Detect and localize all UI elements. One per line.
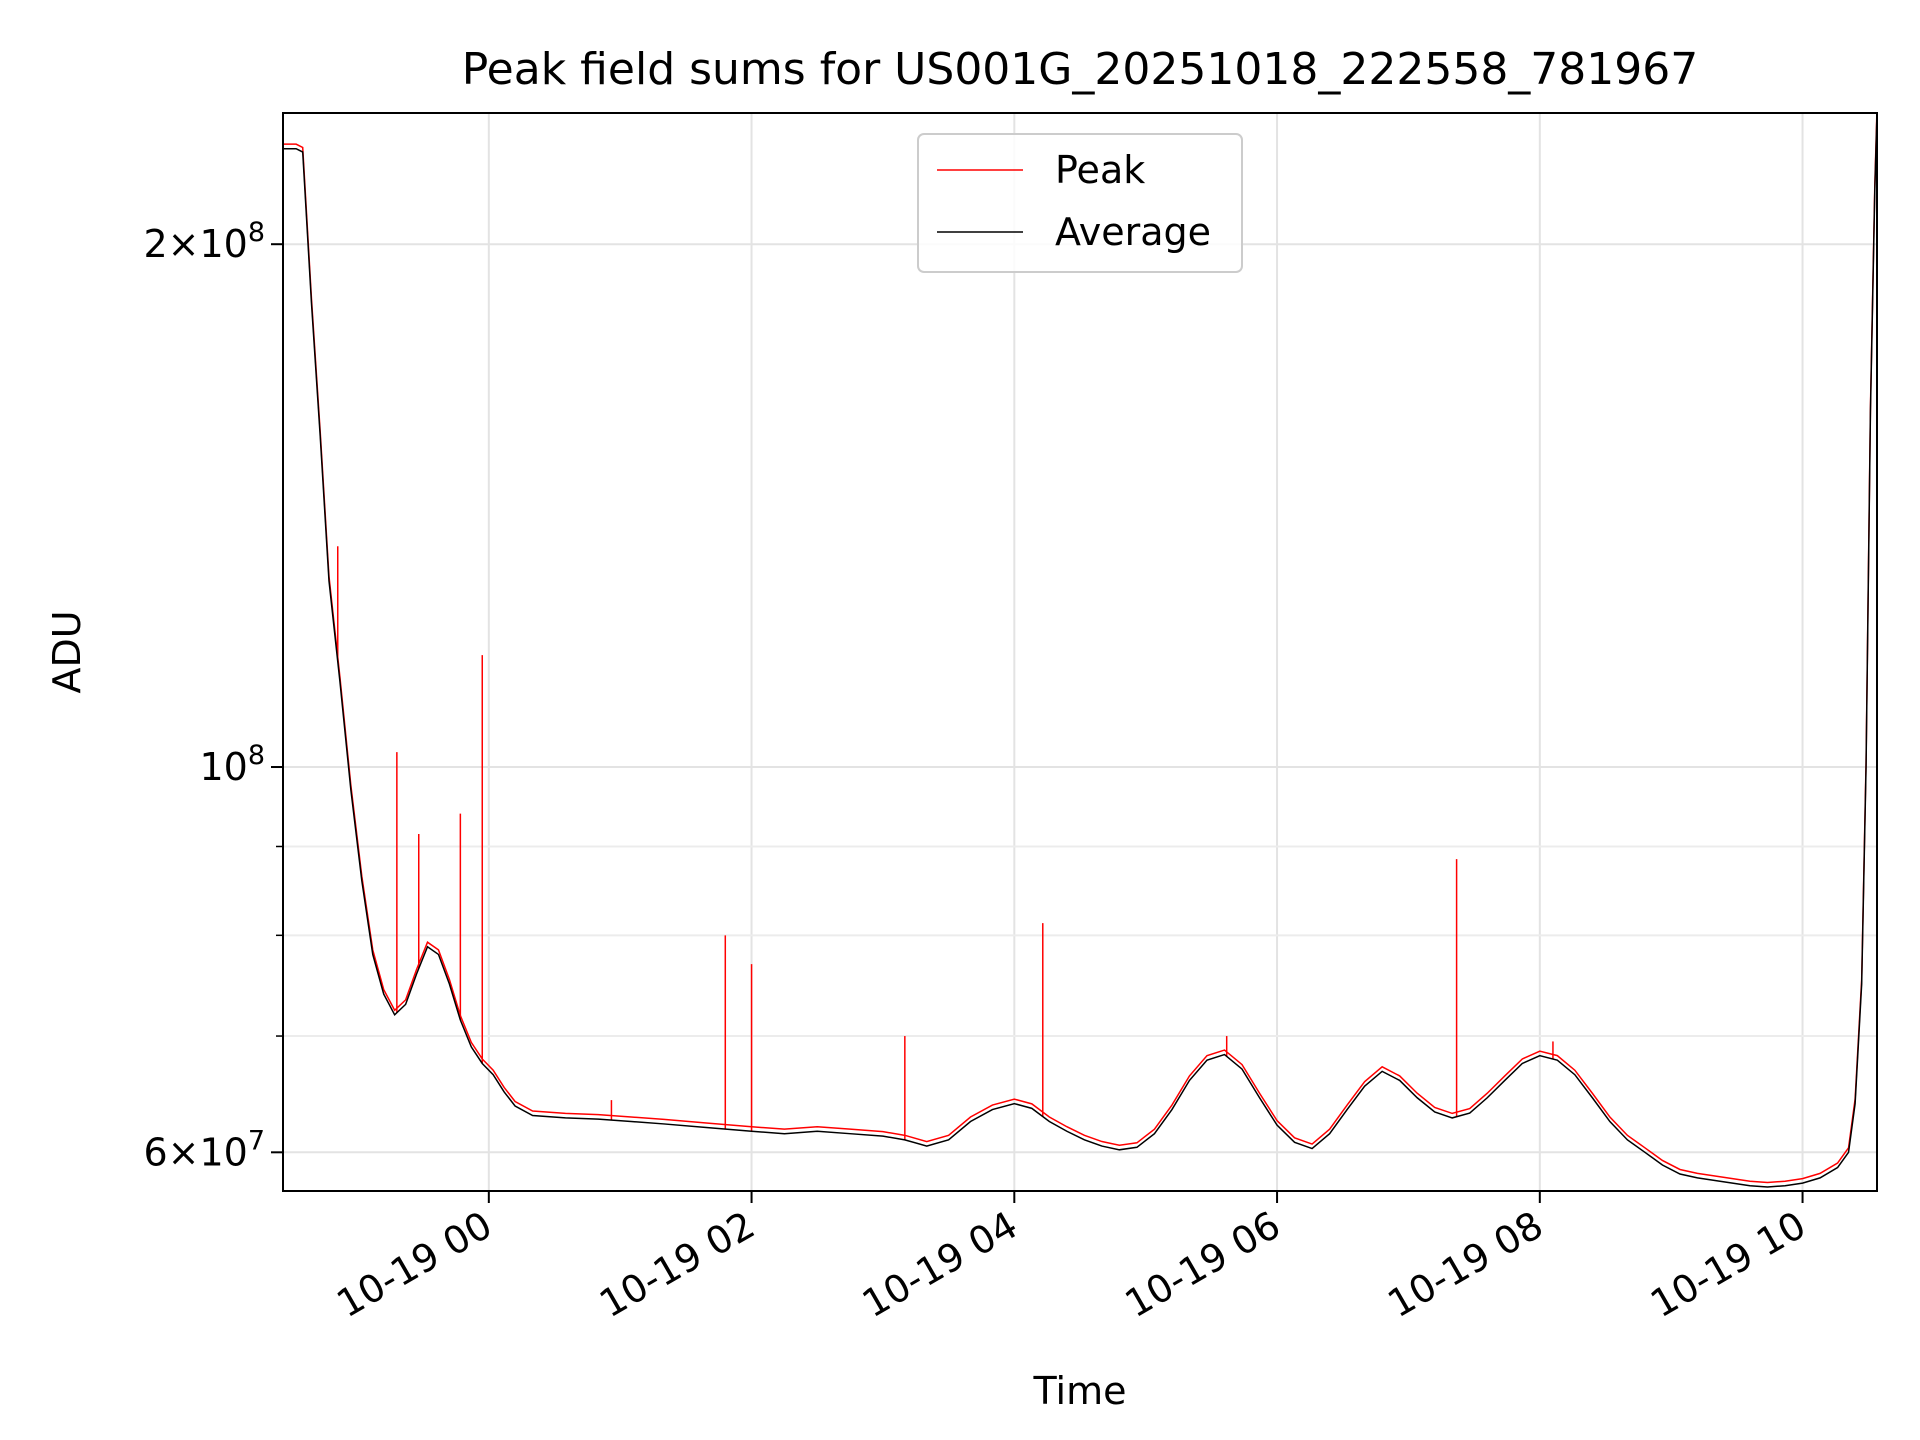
y-tick-base: 10	[199, 745, 247, 789]
y-tick-exponent: 8	[248, 217, 265, 248]
y-tick-label: 6×107	[143, 1125, 265, 1174]
plot-frame	[282, 112, 1878, 1192]
grid	[283, 113, 1877, 1191]
series-layer	[283, 113, 1877, 1188]
legend-label-peak: Peak	[1055, 148, 1145, 192]
chart-title: Peak field sums for US001G_20251018_2225…	[462, 44, 1699, 95]
x-axis-label: Time	[1033, 1369, 1127, 1413]
legend: Peak Average	[917, 133, 1243, 273]
series-group	[283, 113, 1877, 1188]
peak-series-line	[283, 113, 1877, 1184]
y-axis-label: ADU	[45, 610, 89, 693]
y-tick-label: 108	[199, 740, 265, 789]
y-tick-base: 6×10	[143, 1130, 247, 1174]
average-series-line	[283, 113, 1877, 1188]
legend-box	[917, 133, 1243, 273]
y-tick-exponent: 7	[248, 1125, 265, 1156]
y-tick-exponent: 8	[248, 740, 265, 771]
legend-label-average: Average	[1055, 210, 1211, 254]
y-tick-base: 2×10	[143, 222, 247, 266]
y-tick-label: 2×108	[143, 217, 265, 266]
